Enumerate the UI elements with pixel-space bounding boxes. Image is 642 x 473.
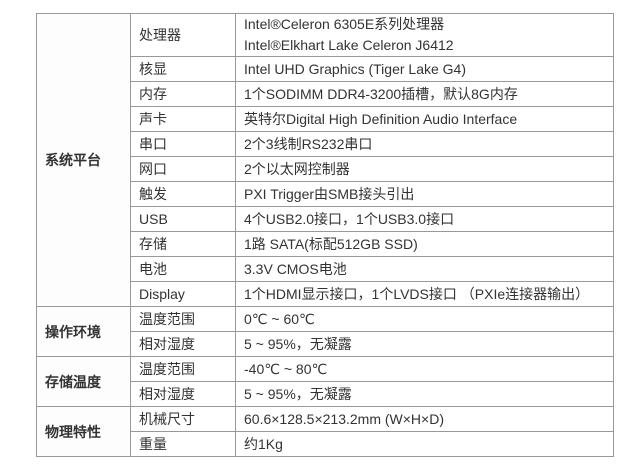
table-row: 内存 1个SODIMM DDR4-3200插槽，默认8G内存 xyxy=(37,81,614,107)
table-row: 重量 约1Kg xyxy=(37,431,614,457)
table-row: 存储温度 温度范围 -40℃ ~ 80℃ xyxy=(36,356,614,407)
spec-value-battery: 3.3V CMOS电池 xyxy=(235,256,614,282)
spec-value-temp-range: -40℃ ~ 80℃ xyxy=(235,356,614,382)
table-row: 声卡 英特尔Digital High Definition Audio Inte… xyxy=(37,106,614,132)
section-header-operating-environment: 操作环境 xyxy=(36,306,131,357)
spec-label-audio: 声卡 xyxy=(130,106,236,132)
section-header-system-platform: 系统平台 xyxy=(36,13,131,307)
spec-value-memory: 1个SODIMM DDR4-3200插槽，默认8G内存 xyxy=(235,81,614,107)
table-row: 操作环境 温度范围 0℃ ~ 60℃ xyxy=(36,306,614,357)
spec-label-gpu: 核显 xyxy=(130,56,236,82)
spec-value-temp-range: 0℃ ~ 60℃ xyxy=(235,306,614,332)
spec-value-audio: 英特尔Digital High Definition Audio Interfa… xyxy=(235,106,614,132)
spec-label-temp-range: 温度范围 xyxy=(130,356,236,382)
spec-value-weight: 约1Kg xyxy=(235,431,614,457)
table-row: 物理特性 机械尺寸 60.6×128.5×213.2mm (W×H×D) xyxy=(36,406,614,457)
table-row: 系统平台 处理器 Intel®Celeron 6305E系列处理器 Intel®… xyxy=(36,13,614,307)
spec-label-display: Display xyxy=(130,281,236,307)
table-row: USB 4个USB2.0接口，1个USB3.0接口 xyxy=(37,206,614,232)
spec-label-humidity: 相对湿度 xyxy=(130,331,236,357)
spec-value-line: Intel®Elkhart Lake Celeron J6412 xyxy=(244,37,454,53)
section-header-physical-characteristics: 物理特性 xyxy=(36,406,131,457)
table-row: 串口 2个3线制RS232串口 xyxy=(37,131,614,157)
spec-value-storage: 1路 SATA(标配512GB SSD) xyxy=(235,231,614,257)
table-row: 网口 2个以太网控制器 xyxy=(37,156,614,182)
spec-value-humidity: 5 ~ 95%，无凝露 xyxy=(235,381,614,407)
spec-label-usb: USB xyxy=(130,206,236,232)
table-row: 相对湿度 5 ~ 95%，无凝露 xyxy=(37,331,614,357)
spec-label-humidity: 相对湿度 xyxy=(130,381,236,407)
spec-value-gpu: Intel UHD Graphics (Tiger Lake G4) xyxy=(235,56,614,82)
spec-label-processor: 处理器 xyxy=(130,13,236,57)
spec-label-weight: 重量 xyxy=(130,431,236,457)
spec-table: 系统平台 处理器 Intel®Celeron 6305E系列处理器 Intel®… xyxy=(36,13,614,457)
table-row: Display 1个HDMI显示接口，1个LVDS接口 （PXIe连接器输出） xyxy=(37,281,614,307)
spec-value-ethernet: 2个以太网控制器 xyxy=(235,156,614,182)
spec-label-ethernet: 网口 xyxy=(130,156,236,182)
table-row: 相对湿度 5 ~ 95%，无凝露 xyxy=(37,381,614,407)
spec-value-dimensions: 60.6×128.5×213.2mm (W×H×D) xyxy=(235,406,614,432)
spec-label-serial-port: 串口 xyxy=(130,131,236,157)
spec-value-line: Intel®Celeron 6305E系列处理器 xyxy=(244,16,445,32)
spec-value-humidity: 5 ~ 95%，无凝露 xyxy=(235,331,614,357)
spec-value-serial-port: 2个3线制RS232串口 xyxy=(235,131,614,157)
spec-label-battery: 电池 xyxy=(130,256,236,282)
spec-value-trigger: PXI Trigger由SMB接头引出 xyxy=(235,181,614,207)
table-row: 核显 Intel UHD Graphics (Tiger Lake G4) xyxy=(37,56,614,82)
spec-value-usb: 4个USB2.0接口，1个USB3.0接口 xyxy=(235,206,614,232)
spec-value-display: 1个HDMI显示接口，1个LVDS接口 （PXIe连接器输出） xyxy=(235,281,614,307)
spec-label-temp-range: 温度范围 xyxy=(130,306,236,332)
spec-label-dimensions: 机械尺寸 xyxy=(130,406,236,432)
section-header-storage-temperature: 存储温度 xyxy=(36,356,131,407)
spec-value-processor: Intel®Celeron 6305E系列处理器 Intel®Elkhart L… xyxy=(235,13,614,57)
spec-label-trigger: 触发 xyxy=(130,181,236,207)
spec-label-storage: 存储 xyxy=(130,231,236,257)
spec-label-memory: 内存 xyxy=(130,81,236,107)
table-row: 存储 1路 SATA(标配512GB SSD) xyxy=(37,231,614,257)
